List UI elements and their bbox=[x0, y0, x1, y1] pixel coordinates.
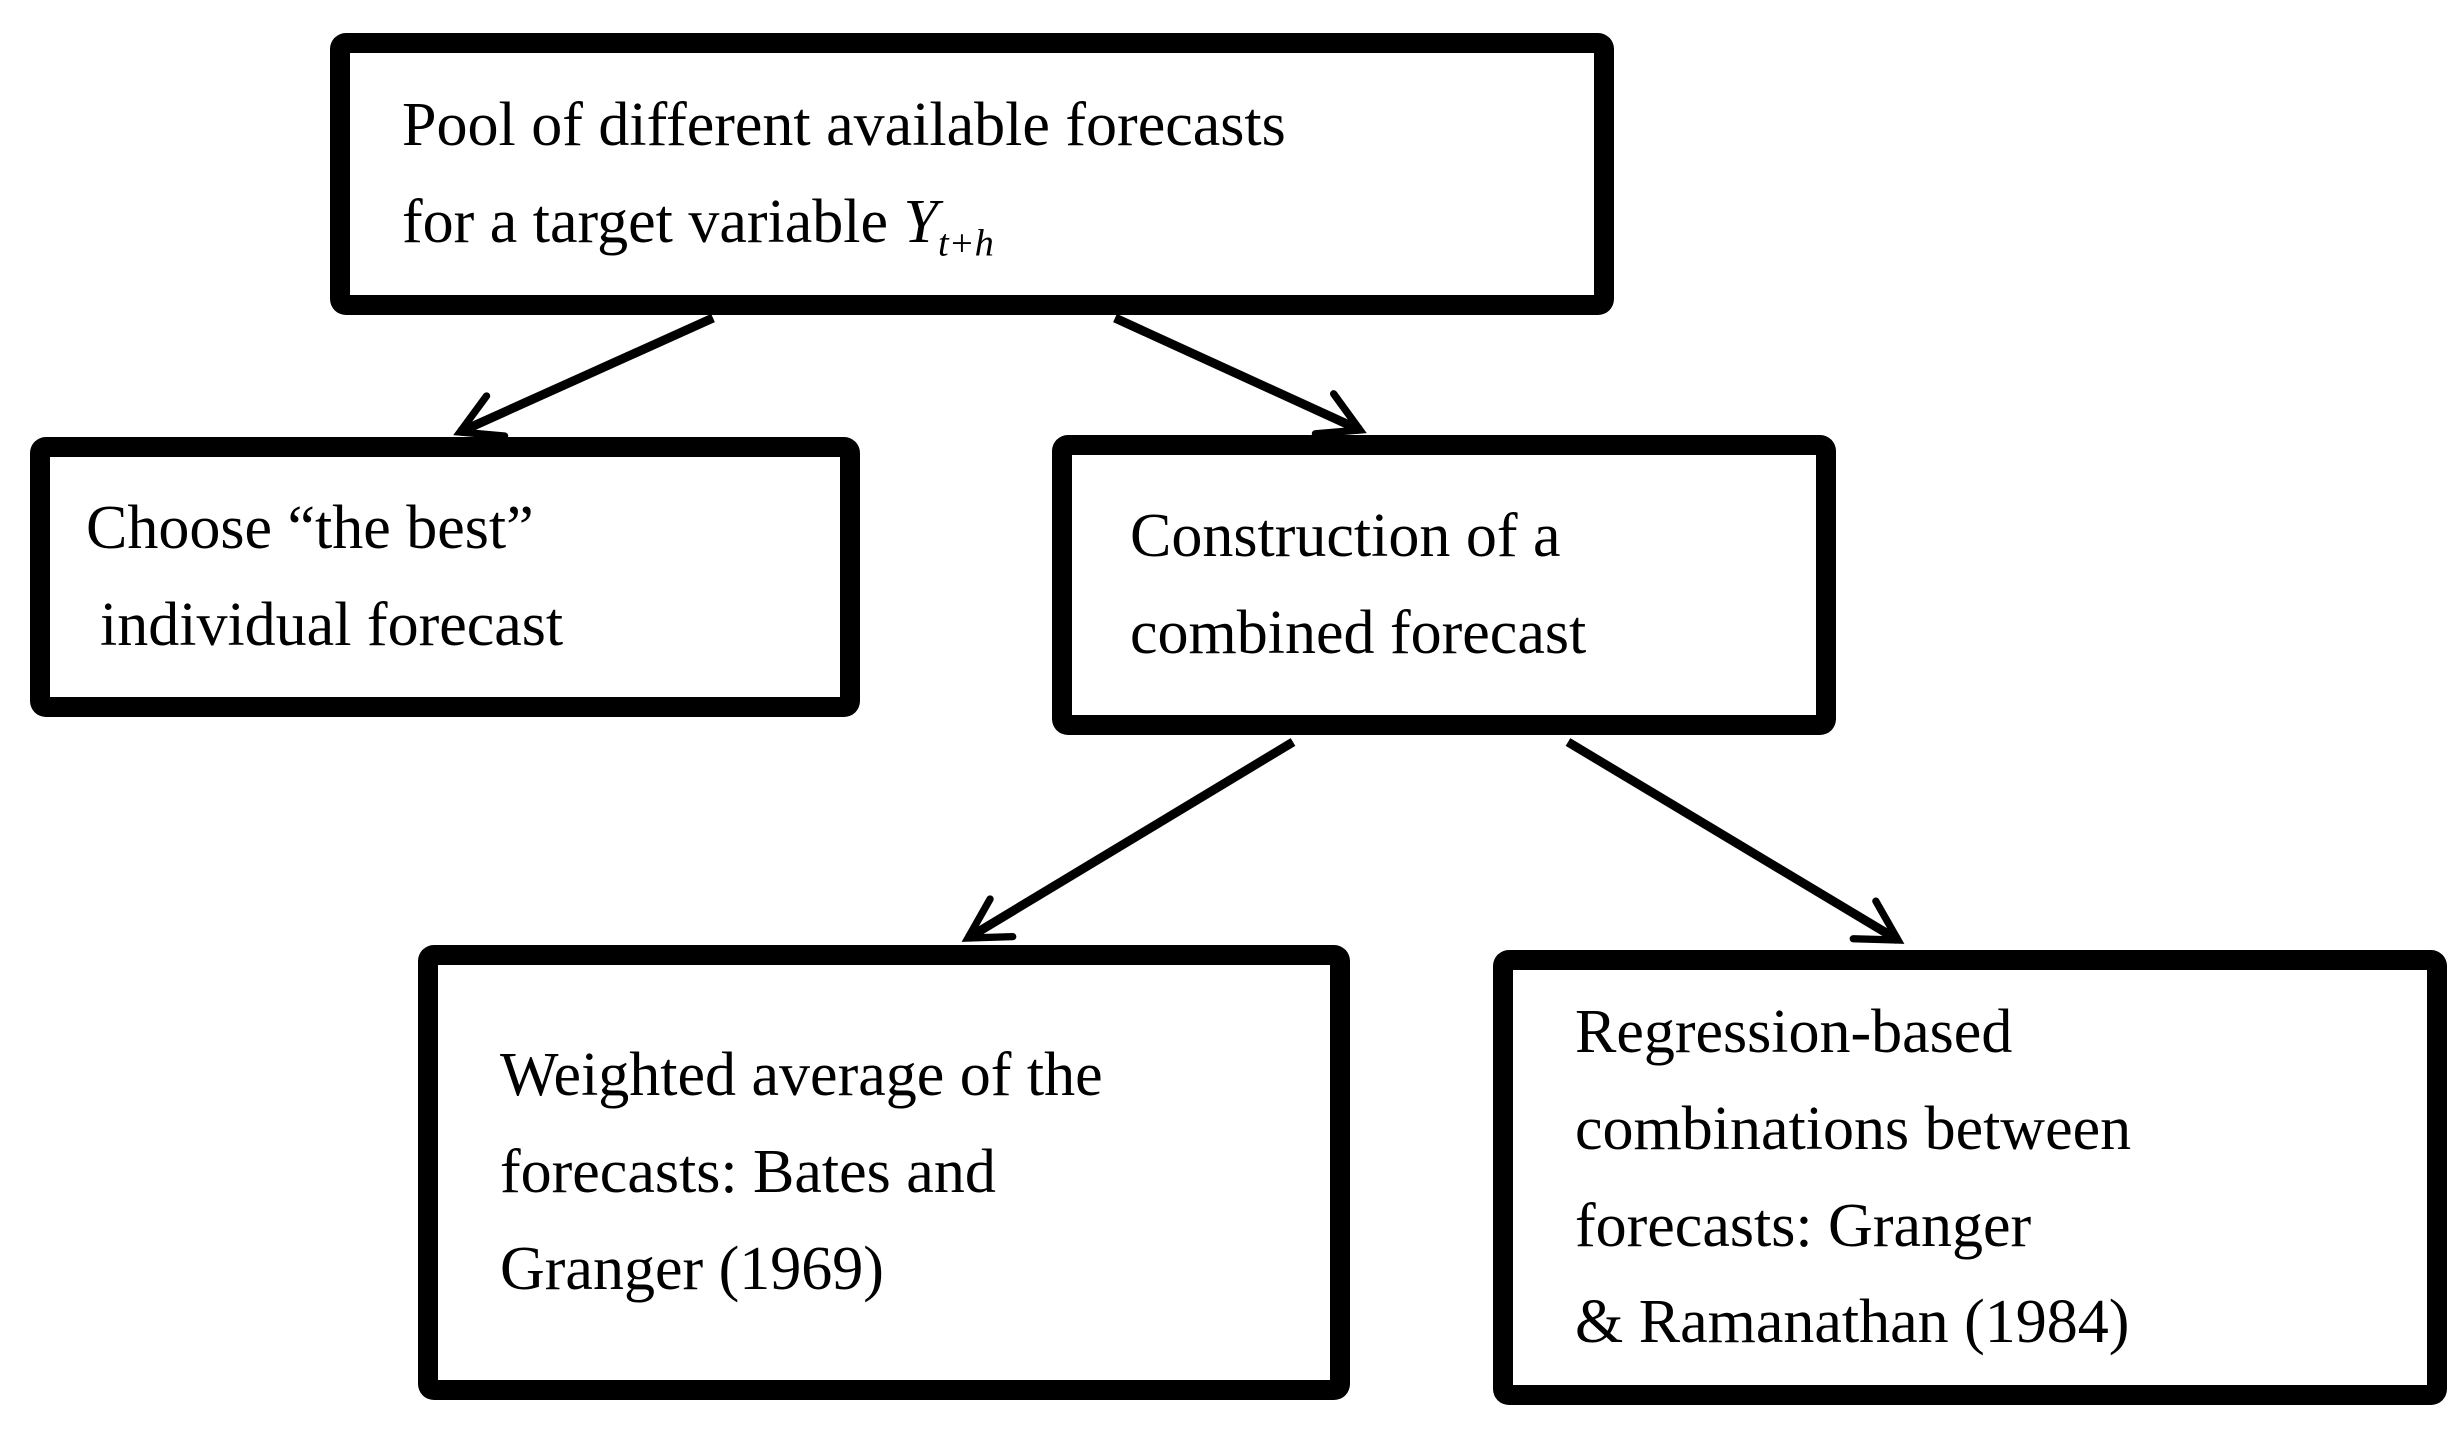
target-variable-symbol: Y bbox=[903, 188, 938, 256]
node-choose-best-individual: Choose “the best” individual forecast bbox=[30, 437, 860, 717]
node-weighted-line-2: forecasts: Bates and bbox=[500, 1138, 996, 1207]
node-construction-line-2: combined forecast bbox=[1130, 599, 1587, 667]
target-variable-subscript: t+h bbox=[937, 222, 994, 265]
arrow-pool-to-construction bbox=[1113, 313, 1367, 438]
node-pool-line-1: Pool of different available forecasts bbox=[402, 91, 1286, 160]
node-pool-line-2: for a target variable Yt+h bbox=[402, 174, 1594, 271]
node-construction-line-1: Construction of a bbox=[1130, 502, 1561, 571]
node-regression-line-2: combinations between bbox=[1575, 1094, 2132, 1163]
arrow-construction-to-regression-based bbox=[1565, 738, 1905, 944]
node-weighted-line-3: Granger (1969) bbox=[500, 1234, 884, 1303]
node-regression-line-1: Regression-based bbox=[1575, 998, 2013, 1067]
node-construction-combined-forecast: Construction of a combined forecast bbox=[1052, 435, 1836, 735]
arrow-construction-to-weighted-average bbox=[961, 738, 1296, 942]
node-weighted-line-1: Weighted average of the bbox=[500, 1041, 1103, 1110]
node-pool-line-2-text: for a target variable bbox=[402, 188, 904, 256]
node-regression-based-combinations: Regression-based combinations between fo… bbox=[1493, 950, 2447, 1405]
node-pool-of-forecasts: Pool of different available forecasts fo… bbox=[330, 33, 1614, 315]
node-choose-line-2: individual forecast bbox=[100, 591, 564, 659]
arrow-pool-to-choose-best bbox=[453, 313, 715, 440]
node-weighted-average: Weighted average of the forecasts: Bates… bbox=[418, 945, 1350, 1400]
node-regression-line-3: forecasts: Granger bbox=[1575, 1191, 2032, 1260]
node-choose-line-1: Choose “the best” bbox=[86, 494, 534, 563]
node-regression-line-4: & Ramanathan (1984) bbox=[1575, 1288, 2130, 1357]
